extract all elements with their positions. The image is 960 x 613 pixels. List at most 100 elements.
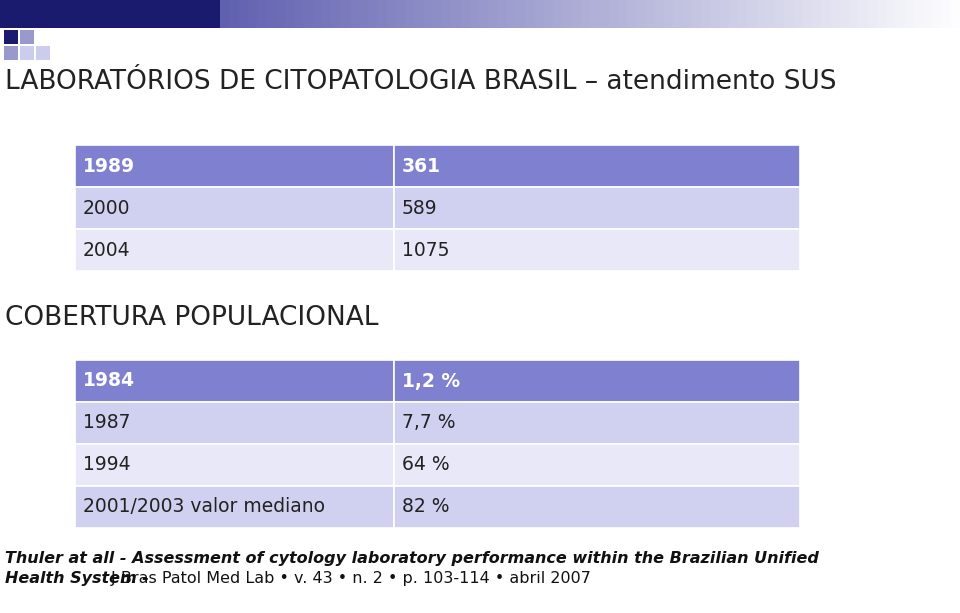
Bar [590, 0, 600, 28]
Bar [20, 46, 34, 60]
Bar [849, 0, 859, 28]
Text: J Bras Patol Med Lab • v. 43 • n. 2 • p. 103-114 • abril 2007: J Bras Patol Med Lab • v. 43 • n. 2 • p.… [106, 571, 590, 585]
Bar [340, 0, 350, 28]
Bar [451, 0, 461, 28]
Bar [784, 0, 794, 28]
Bar [719, 0, 730, 28]
Bar [738, 0, 748, 28]
Text: 2001/2003 valor mediano: 2001/2003 valor mediano [83, 498, 325, 517]
Bar [359, 0, 369, 28]
Bar [803, 0, 812, 28]
Text: 82 %: 82 % [402, 498, 449, 517]
Text: 1984: 1984 [83, 371, 135, 390]
Bar [75, 229, 394, 271]
Bar [266, 0, 276, 28]
Bar [627, 0, 636, 28]
Bar [313, 0, 323, 28]
Bar [904, 0, 914, 28]
Bar [276, 0, 285, 28]
Bar [692, 0, 702, 28]
Bar [830, 0, 840, 28]
Bar [461, 0, 470, 28]
Bar [673, 0, 683, 28]
Bar [525, 0, 535, 28]
Bar [229, 0, 239, 28]
Bar [349, 0, 359, 28]
Bar [497, 0, 507, 28]
Text: LABORATÓRIOS DE CITOPATOLOGIA BRASIL – atendimento SUS: LABORATÓRIOS DE CITOPATOLOGIA BRASIL – a… [5, 69, 836, 95]
Bar [415, 0, 424, 28]
Text: Thuler at all - Assessment of cytology laboratory performance within the Brazili: Thuler at all - Assessment of cytology l… [5, 550, 819, 566]
Text: 361: 361 [402, 156, 441, 175]
Text: 7,7 %: 7,7 % [402, 414, 455, 433]
Bar [812, 0, 822, 28]
Bar [387, 0, 396, 28]
Bar [645, 0, 656, 28]
Text: 589: 589 [402, 199, 438, 218]
Bar [433, 0, 443, 28]
Bar [923, 0, 933, 28]
Bar [75, 145, 394, 187]
Bar [489, 0, 498, 28]
Bar [543, 0, 554, 28]
Bar [75, 444, 394, 486]
Bar [710, 0, 720, 28]
Bar [394, 187, 800, 229]
Bar [775, 0, 784, 28]
Bar [858, 0, 868, 28]
Bar [377, 0, 387, 28]
Bar [75, 360, 394, 402]
Text: 1989: 1989 [83, 156, 135, 175]
Bar [220, 0, 229, 28]
Bar [394, 360, 800, 402]
Bar [914, 0, 924, 28]
Text: 1987: 1987 [83, 414, 131, 433]
Bar [636, 0, 646, 28]
Text: COBERTURA POPULACIONAL: COBERTURA POPULACIONAL [5, 305, 378, 331]
Bar [303, 0, 313, 28]
Bar [599, 0, 609, 28]
Bar [4, 30, 18, 44]
Bar [609, 0, 618, 28]
Bar [932, 0, 942, 28]
Bar [794, 0, 804, 28]
Bar [285, 0, 295, 28]
Bar [322, 0, 331, 28]
Bar [821, 0, 831, 28]
Bar [664, 0, 674, 28]
Bar [571, 0, 581, 28]
Bar [257, 0, 267, 28]
Bar [331, 0, 341, 28]
Bar [396, 0, 405, 28]
Bar [563, 0, 572, 28]
Bar [248, 0, 257, 28]
Bar [507, 0, 516, 28]
Bar [394, 486, 800, 528]
Bar [868, 0, 877, 28]
Bar [75, 402, 394, 444]
Bar [394, 145, 800, 187]
Bar [876, 0, 886, 28]
Bar [950, 0, 960, 28]
Bar [535, 0, 544, 28]
Bar [942, 0, 951, 28]
Bar [394, 229, 800, 271]
Bar [4, 46, 18, 60]
Bar [238, 0, 249, 28]
Bar [469, 0, 479, 28]
Bar [75, 486, 394, 528]
Bar [553, 0, 563, 28]
Bar [405, 0, 415, 28]
Bar [423, 0, 433, 28]
Bar [20, 30, 34, 44]
Bar [655, 0, 664, 28]
Text: 1075: 1075 [402, 240, 449, 259]
Bar [36, 46, 50, 60]
Bar [294, 0, 303, 28]
Bar [896, 0, 905, 28]
Bar [840, 0, 850, 28]
Text: 2000: 2000 [83, 199, 131, 218]
Bar [516, 0, 526, 28]
Bar [886, 0, 896, 28]
Bar [766, 0, 776, 28]
